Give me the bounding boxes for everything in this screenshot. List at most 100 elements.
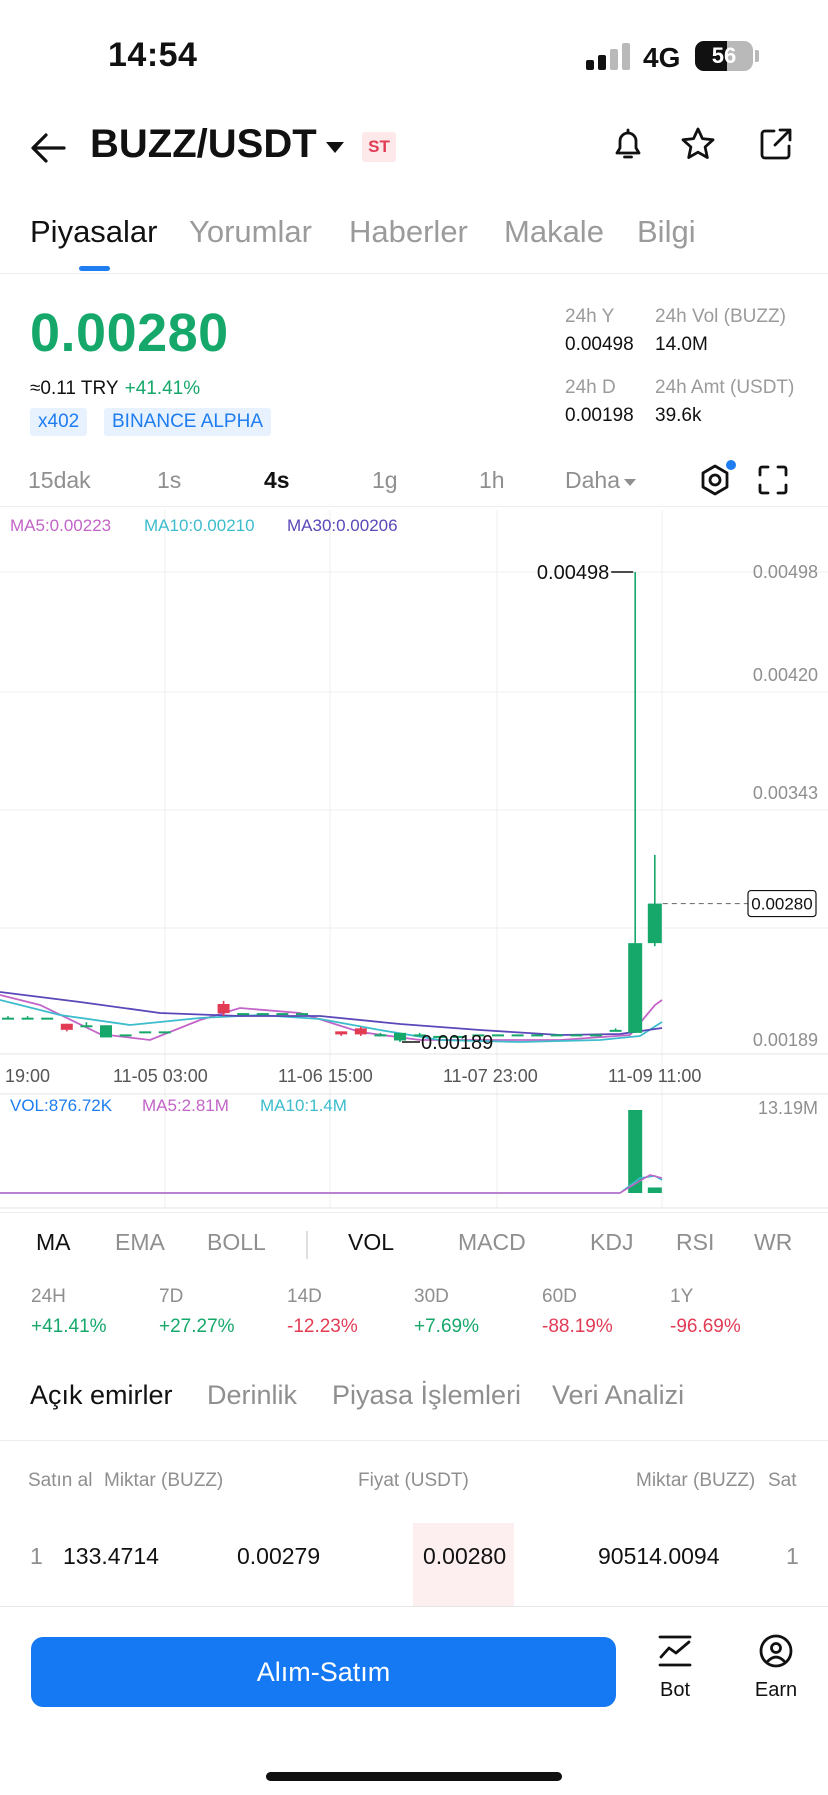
candle-body	[217, 1003, 230, 1014]
candle-body	[80, 1025, 93, 1028]
candle-body	[531, 1034, 544, 1037]
vol-ma10-line	[0, 1175, 663, 1194]
perf-label-14d: 14D	[287, 1286, 322, 1307]
indicator-ema[interactable]: EMA	[115, 1229, 165, 1255]
time-axis-label: 19:00	[5, 1066, 50, 1086]
ma30-legend: MA30:0.00206	[287, 516, 398, 535]
indicator-wr[interactable]: WR	[754, 1229, 793, 1255]
vol-value: 14.0M	[655, 334, 708, 355]
tag-x402[interactable]: x402	[30, 408, 88, 436]
candle-body	[492, 1034, 504, 1037]
perf-value-24h: +41.41%	[31, 1316, 107, 1337]
ob-bid-amount[interactable]: 133.4714	[63, 1543, 159, 1569]
pair-dropdown-icon[interactable]	[326, 142, 344, 153]
trade-button[interactable]: Alım-Satım	[31, 1637, 616, 1707]
tab-bilgi[interactable]: Bilgi	[637, 214, 696, 249]
indicator-kdj[interactable]: KDJ	[590, 1229, 634, 1255]
price-chart[interactable]: 0.00498 0.00420 0.00343 0.00189 19:00 11-05 0…	[0, 510, 828, 1210]
more-caret-icon[interactable]	[624, 479, 636, 486]
ma10-legend: MA10:0.00210	[144, 516, 255, 535]
candle-body	[628, 943, 643, 1033]
candle-body	[256, 1013, 269, 1016]
volume-bar	[647, 1187, 662, 1193]
tag-binance-alpha[interactable]: BINANCE ALPHA	[104, 408, 271, 436]
ob-bid-price[interactable]: 0.00279	[237, 1543, 321, 1569]
fiat-price: ≈0.11 TRY	[30, 378, 119, 399]
ob-ask-amount[interactable]: 90514.0094	[598, 1543, 720, 1569]
star-icon[interactable]	[678, 124, 718, 164]
candle-body	[511, 1034, 524, 1037]
min-price-label: 0.00189	[421, 1032, 493, 1054]
indicator-ma[interactable]: MA	[36, 1229, 71, 1255]
candle-body	[296, 1013, 308, 1016]
interval-more[interactable]: Daha	[565, 467, 620, 493]
last-price-tag-label: 0.00280	[751, 895, 812, 914]
candle-body	[237, 1013, 250, 1016]
price-axis-label: 0.00498	[753, 562, 818, 582]
ob-header-amount-left: Miktar (BUZZ)	[104, 1470, 224, 1491]
ob-header-price: Fiyat (USDT)	[358, 1470, 469, 1491]
candle-body	[590, 1034, 602, 1037]
candle-body	[452, 1035, 465, 1038]
interval-bar: 15dak 1s 4s 1g 1h Daha	[0, 455, 828, 507]
pair-title[interactable]: BUZZ/USDT	[90, 122, 317, 166]
candle-body	[570, 1034, 583, 1037]
bot-button[interactable]: Bot	[640, 1633, 710, 1713]
interval-15dak[interactable]: 15dak	[28, 467, 91, 493]
price-change: +41.41%	[124, 378, 201, 399]
interval-1s[interactable]: 1s	[157, 467, 182, 493]
bot-chart-icon	[658, 1635, 692, 1667]
share-icon[interactable]	[756, 124, 796, 164]
price-axis-label: 0.00420	[753, 665, 818, 685]
time-axis-label: 11-05 03:00	[113, 1066, 208, 1086]
interval-4s[interactable]: 4s	[264, 467, 290, 493]
volume-bar	[628, 1110, 643, 1193]
last-price: 0.00280	[30, 303, 229, 363]
ma5-legend: MA5:0.00223	[10, 516, 112, 535]
candle-body	[647, 903, 662, 944]
perf-value-1y: -96.69%	[670, 1316, 741, 1337]
vol-ma10-legend: MA10:1.4M	[260, 1096, 347, 1115]
bell-icon[interactable]	[608, 124, 648, 164]
tab-market-trades[interactable]: Piyasa İşlemleri	[332, 1380, 522, 1410]
interval-1g[interactable]: 1g	[372, 467, 398, 493]
candle-body	[433, 1035, 446, 1038]
ob-ask-price[interactable]: 0.00280	[423, 1543, 507, 1569]
fullscreen-icon[interactable]	[757, 464, 789, 496]
indicator-macd[interactable]: MACD	[458, 1229, 526, 1255]
settings-notification-dot	[726, 460, 736, 470]
tab-open-orders[interactable]: Açık emirler	[30, 1380, 173, 1410]
ob-header-sell: Sat	[768, 1470, 797, 1491]
candle-body	[472, 1034, 485, 1037]
divider	[0, 1440, 828, 1441]
indicator-boll[interactable]: BOLL	[207, 1229, 266, 1255]
amt-value: 39.6k	[655, 405, 702, 426]
vol-legend: VOL:876.72K	[10, 1096, 113, 1115]
st-badge: ST	[362, 132, 396, 162]
perf-value-7d: +27.27%	[159, 1316, 235, 1337]
perf-value-30d: +7.69%	[414, 1316, 479, 1337]
tab-piyasalar[interactable]: Piyasalar	[30, 214, 158, 249]
perf-label-30d: 30D	[414, 1286, 449, 1307]
candle-body	[100, 1025, 112, 1038]
chart-settings-icon[interactable]	[698, 463, 732, 497]
candle-body	[41, 1017, 54, 1020]
tab-data-analysis[interactable]: Veri Analizi	[552, 1380, 685, 1410]
high-value: 0.00498	[565, 334, 634, 355]
last-price-tag	[747, 889, 817, 918]
earn-button[interactable]: Earn	[741, 1633, 811, 1713]
time-axis-label: 11-07 23:00	[443, 1066, 538, 1086]
tab-yorumlar[interactable]: Yorumlar	[189, 214, 312, 249]
ob-header-buy: Satın al	[28, 1470, 93, 1491]
price-axis-label: 0.00189	[753, 1030, 818, 1050]
candle-body	[276, 1013, 289, 1016]
tab-depth[interactable]: Derinlik	[207, 1380, 298, 1410]
indicator-rsi[interactable]: RSI	[676, 1229, 715, 1255]
tab-makale[interactable]: Makale	[504, 214, 604, 249]
interval-1h[interactable]: 1h	[479, 467, 505, 493]
ob-header-amount-right: Miktar (BUZZ)	[636, 1470, 756, 1491]
tab-haberler[interactable]: Haberler	[349, 214, 468, 249]
candle-body	[335, 1031, 348, 1035]
back-arrow-icon[interactable]	[28, 128, 68, 168]
indicator-vol[interactable]: VOL	[348, 1229, 395, 1255]
